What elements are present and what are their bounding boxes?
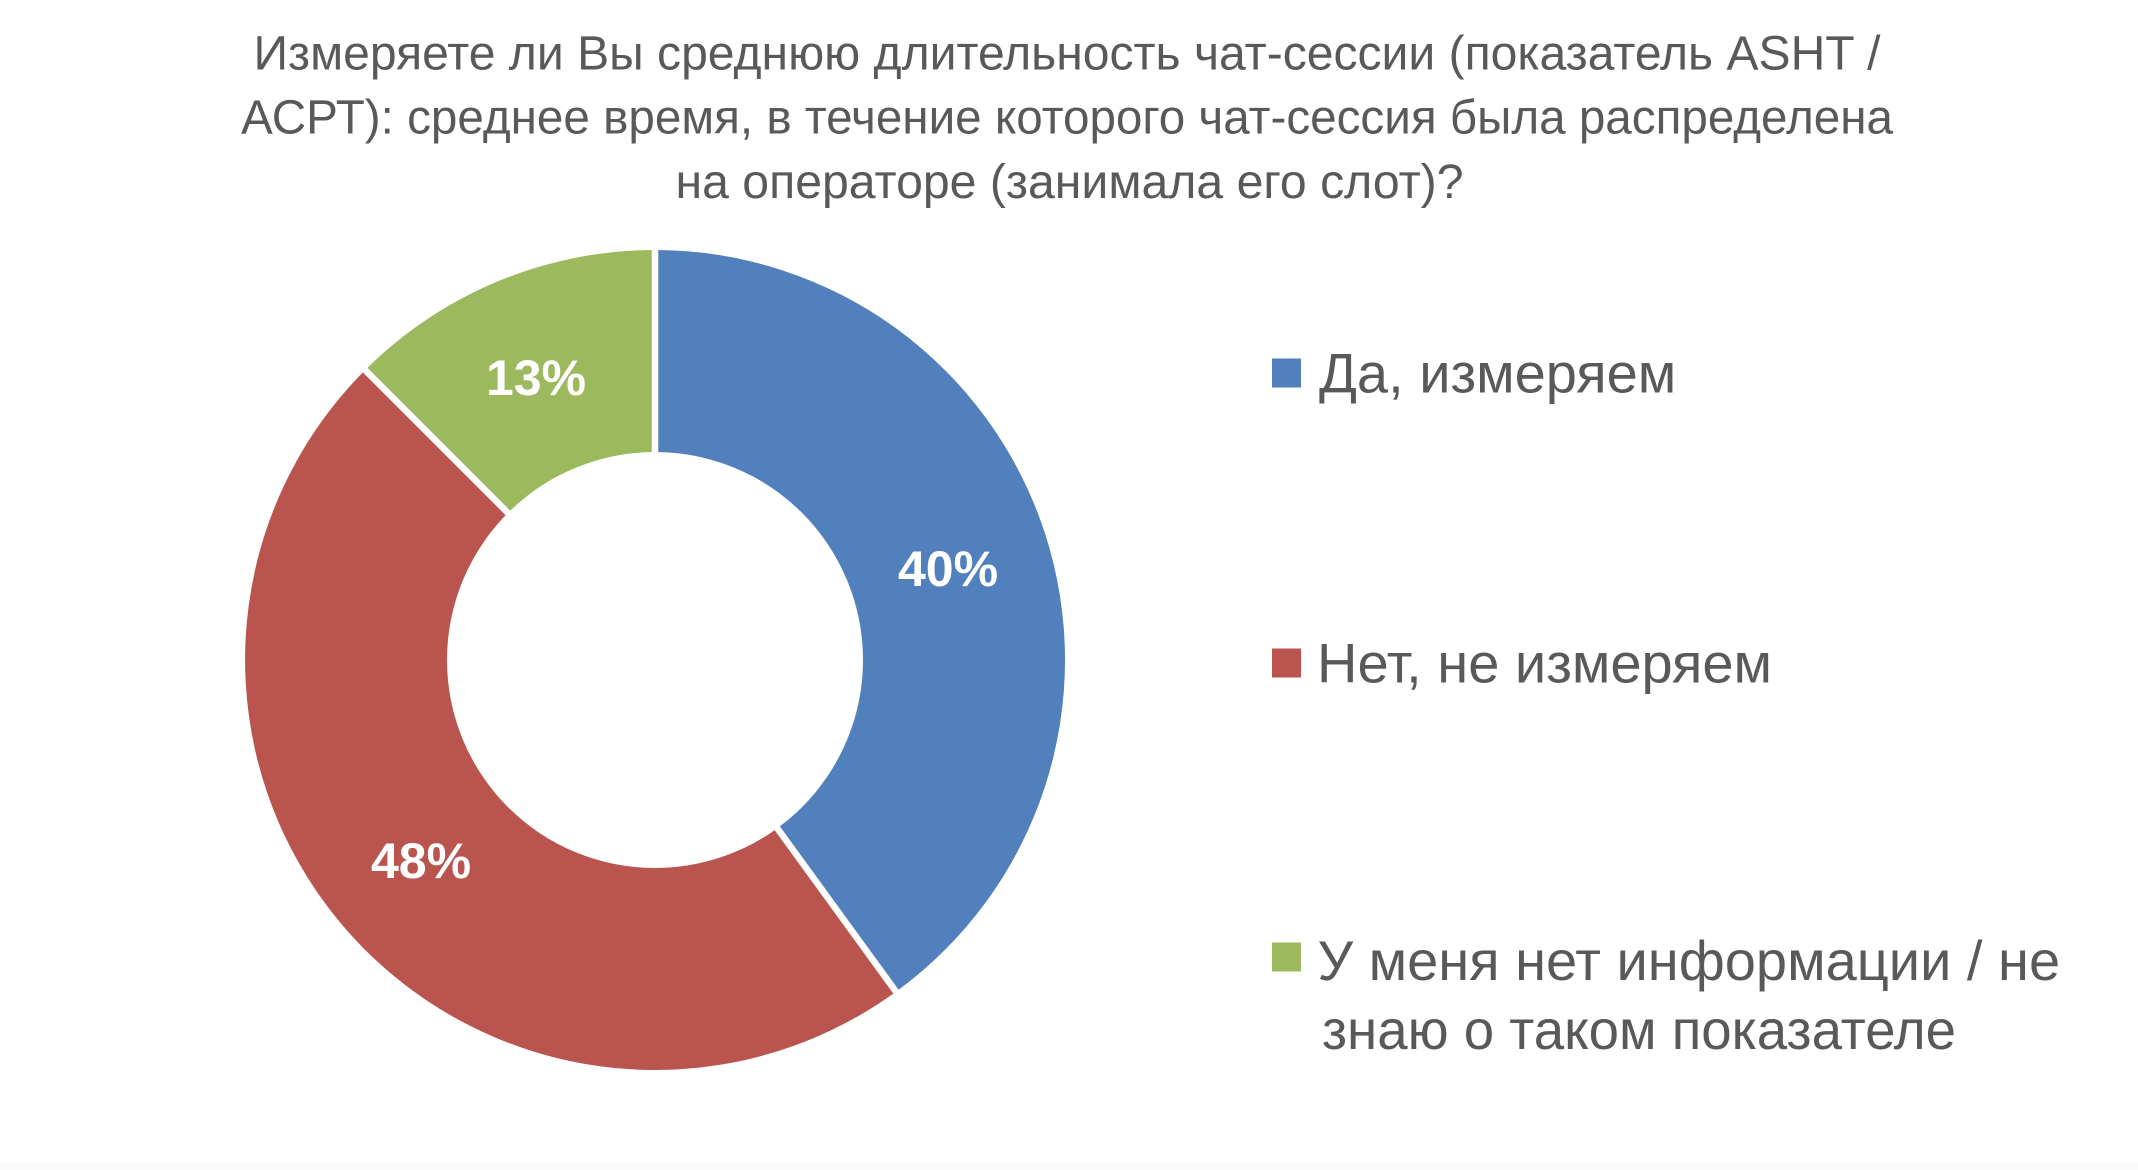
svg-text:13%: 13% xyxy=(486,350,586,406)
svg-text:знаю о таком показателе: знаю о таком показателе xyxy=(1322,998,1956,1061)
svg-text:на операторе (занимала его сло: на операторе (занимала его слот)? xyxy=(676,156,1464,209)
svg-text:Измеряете ли Вы среднюю длител: Измеряете ли Вы среднюю длительность чат… xyxy=(254,28,1882,81)
svg-text:АСРТ): среднее время, в течени: АСРТ): среднее время, в течение которого… xyxy=(241,92,1893,145)
svg-text:Да, измеряем: Да, измеряем xyxy=(1319,342,1676,405)
svg-text:У меня нет информации / не: У меня нет информации / не xyxy=(1318,929,2061,992)
svg-text:40%: 40% xyxy=(898,541,998,597)
svg-text:48%: 48% xyxy=(371,833,471,889)
svg-text:Нет, не измеряем: Нет, не измеряем xyxy=(1317,632,1772,695)
